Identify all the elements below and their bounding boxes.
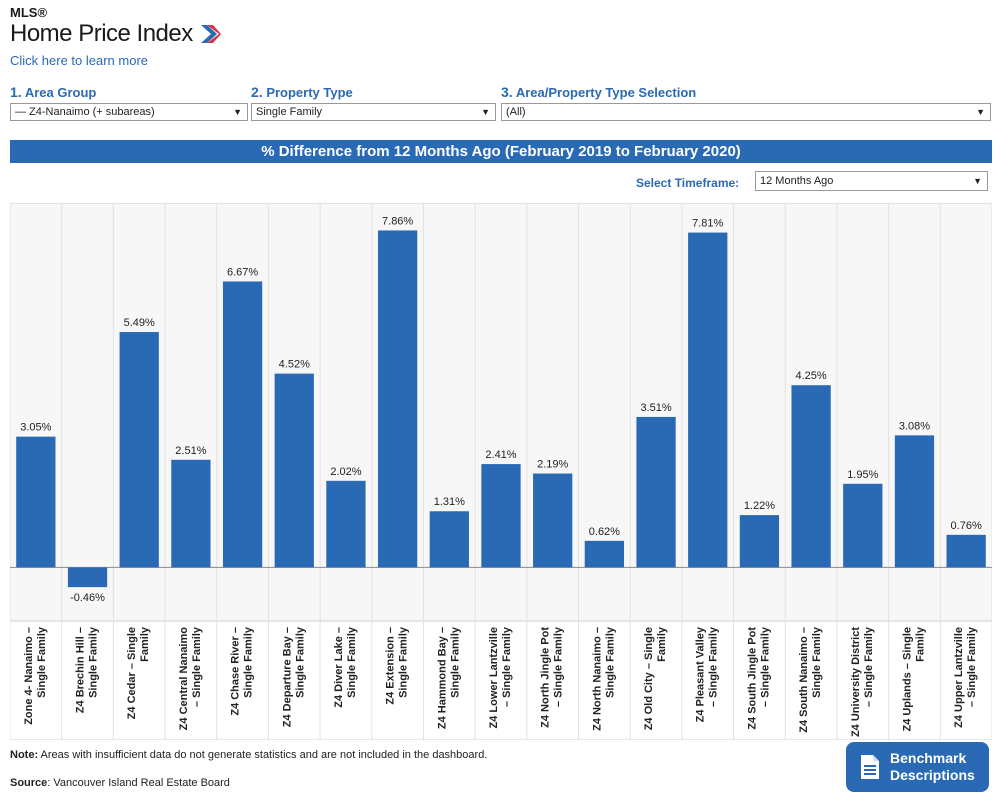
data-label: 2.02%	[330, 466, 361, 478]
category-label: Z4 North Nanaimo –Single Family	[591, 626, 616, 731]
bar	[894, 435, 935, 568]
logo-chevron-icon	[200, 25, 221, 43]
benchmark-label-line2: Descriptions	[890, 767, 975, 783]
area-group-label: 1. Area Group	[10, 84, 97, 100]
data-label: 4.25%	[796, 370, 827, 382]
chart-title-banner: % Difference from 12 Months Ago (Februar…	[10, 140, 992, 163]
category-label: Z4 North Jingle Pot– Single Family	[540, 626, 565, 728]
category-label: Z4 Cedar – SingleFamily	[126, 626, 151, 719]
logo-title: Home Price Index	[10, 20, 193, 47]
category-label: Z4 Lower Lantzville– Single Family	[488, 626, 513, 728]
data-label: 3.05%	[20, 422, 51, 434]
category-label: Z4 South Jingle Pot– Single Family	[746, 626, 771, 730]
bar	[222, 281, 263, 568]
data-label: 5.49%	[124, 317, 155, 329]
bar	[67, 567, 108, 588]
mls-hpi-logo: MLS® Home Price Index	[10, 6, 221, 48]
benchmark-label-line1: Benchmark	[890, 750, 967, 766]
bar	[533, 473, 573, 568]
chevron-down-icon: ▼	[233, 107, 242, 117]
data-label: 6.67%	[227, 266, 258, 278]
category-label: Zone 4- Nanaimo –Single Family	[23, 626, 48, 725]
bar	[481, 464, 521, 568]
data-label: -0.46%	[70, 592, 105, 604]
property-type-label: 2. Property Type	[251, 84, 353, 100]
category-label: Z4 Old City – SingleFamily	[643, 626, 668, 730]
bar-chart-svg: 3.05% Zone 4- Nanaimo –Single Family -0.46…	[9, 202, 993, 741]
category-label: Z4 Upper Lantzville– Single Family	[953, 626, 978, 728]
bar	[843, 483, 883, 568]
category-label: Z4 South Nanaimo –Single Family	[798, 626, 823, 733]
data-label: 1.31%	[434, 496, 465, 508]
bar	[688, 232, 728, 568]
bar	[377, 230, 418, 568]
data-label: 2.19%	[537, 459, 568, 471]
category-label-area	[9, 620, 993, 741]
document-icon	[861, 755, 879, 779]
timeframe-label: Select Timeframe:	[636, 176, 740, 190]
data-label: 2.41%	[485, 449, 516, 461]
bar	[119, 332, 159, 568]
benchmark-descriptions-button[interactable]: Benchmark Descriptions	[846, 742, 989, 792]
chevron-down-icon: ▼	[973, 176, 982, 186]
data-label: 1.22%	[744, 500, 775, 512]
data-label: 3.08%	[899, 420, 930, 432]
bar	[946, 534, 986, 568]
bar	[326, 480, 366, 568]
category-label: Z4 Departure Bay –Single Family	[281, 626, 306, 727]
bar	[636, 416, 676, 568]
category-label: Z4 Diver Lake –Single Family	[333, 626, 358, 708]
category-label: Z4 Pleasant Valley– Single Family	[695, 626, 720, 722]
data-label: 2.51%	[175, 445, 206, 457]
logo-mls-text: MLS®	[10, 5, 48, 20]
category-label: Z4 Hammond Bay –Single Family	[436, 626, 461, 729]
bar	[274, 373, 314, 568]
category-label: Z4 Extension –Single Family	[385, 626, 410, 705]
learn-more-link[interactable]: Click here to learn more	[10, 53, 148, 68]
timeframe-dropdown[interactable]: 12 Months Ago ▼	[755, 171, 988, 191]
category-label: Z4 Uplands – SingleFamily	[901, 626, 926, 731]
data-label: 1.95%	[847, 469, 878, 481]
source-text: Source: Vancouver Island Real Estate Boa…	[10, 777, 230, 789]
category-label: Z4 Central Nanaimo– Single Family	[178, 626, 203, 730]
note-text: Note: Areas with insufficient data do no…	[10, 749, 488, 761]
bar	[429, 511, 469, 568]
property-type-dropdown[interactable]: Single Family ▼	[251, 103, 496, 121]
chevron-down-icon: ▼	[976, 107, 985, 117]
bar	[584, 540, 625, 568]
data-label: 0.62%	[589, 526, 620, 538]
chevron-down-icon: ▼	[481, 107, 490, 117]
category-label: Z4 Chase River –Single Family	[230, 626, 255, 716]
bar	[791, 385, 831, 568]
bar	[171, 459, 211, 568]
data-label: 4.52%	[279, 359, 310, 371]
bar	[739, 515, 780, 568]
category-label: Z4 University District– Single Family	[850, 626, 875, 737]
data-label: 7.81%	[692, 218, 723, 230]
category-label: Z4 Brechin Hill –Single Family	[75, 626, 100, 713]
bar-chart: 3.05% Zone 4- Nanaimo –Single Family -0.46…	[9, 202, 993, 741]
area-property-selection-dropdown[interactable]: (All) ▼	[501, 103, 991, 121]
bar	[16, 436, 56, 568]
area-property-selection-label: 3. Area/Property Type Selection	[501, 84, 697, 100]
area-group-dropdown[interactable]: — Z4-Nanaimo (+ subareas) ▼	[10, 103, 248, 121]
data-label: 3.51%	[640, 402, 671, 414]
data-label: 7.86%	[382, 215, 413, 227]
data-label: 0.76%	[951, 520, 982, 532]
